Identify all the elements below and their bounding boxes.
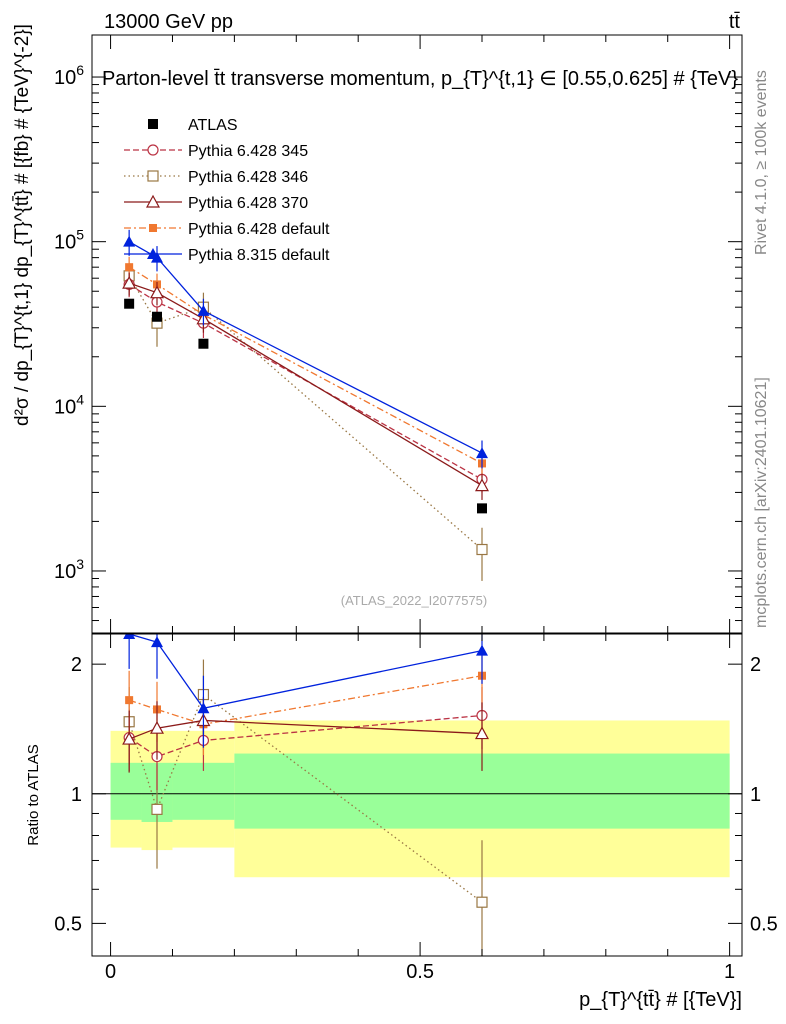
legend-label-pythia-8-315-default: Pythia 8.315 default bbox=[188, 247, 330, 264]
x-axis-label: p_{T}^{tt̄} # [{TeV}] bbox=[579, 989, 742, 1011]
legend-marker-pythia-6-428-default bbox=[149, 224, 157, 232]
ratio-line-pythia-6-428-346 bbox=[128, 693, 483, 903]
ratio-point-pythia-6-428-370 bbox=[474, 726, 490, 740]
ratio-point-pythia-6-428-default bbox=[125, 696, 134, 705]
legend-marker-pythia-6-428-370 bbox=[145, 194, 161, 208]
legend: ATLAS Pythia 6.428 345 Pythia 6.428 346 Pyt… bbox=[124, 117, 330, 264]
legend-marker-pythia-6-428-346 bbox=[147, 170, 159, 182]
x-tick-label: 0.5 bbox=[406, 961, 434, 983]
ratio-line-pythia-6-428-345 bbox=[128, 714, 483, 758]
main-point-pythia-6-428-370 bbox=[474, 478, 490, 492]
ratio-y-tick-label-right: 2 bbox=[750, 654, 761, 676]
ratio-y-axis-label: Ratio to ATLAS bbox=[25, 744, 42, 845]
main-point-atlas bbox=[152, 311, 162, 322]
ratio-point-pythia-8-315-default bbox=[476, 644, 488, 656]
main-point-atlas bbox=[124, 298, 135, 309]
main-data-layer bbox=[122, 229, 490, 581]
x-tick-labels: 0 0.5 1 bbox=[105, 961, 735, 983]
main-point-pythia-8-315-default bbox=[197, 304, 210, 316]
process-label: tt̄ bbox=[729, 11, 741, 33]
legend-label-pythia-6-428-370: Pythia 6.428 370 bbox=[188, 195, 308, 212]
ratio-line-pythia-6-428-370 bbox=[128, 719, 483, 740]
legend-marker-atlas bbox=[148, 119, 158, 129]
ratio-line-pythia-8-315-default bbox=[128, 634, 483, 709]
ratio-data-layer bbox=[122, 634, 490, 956]
ratio-point-pythia-8-315-default bbox=[197, 702, 210, 714]
main-point-pythia-6-428-370 bbox=[149, 285, 165, 299]
energy-label: 13000 GeV pp bbox=[104, 11, 233, 33]
main-point-pythia-8-315-default bbox=[476, 447, 488, 459]
x-tick-label: 1 bbox=[724, 961, 735, 983]
main-point-pythia-6-428-346 bbox=[476, 543, 488, 556]
main-line-pythia-8-315-default bbox=[128, 241, 483, 454]
main-y-tick-label: 105 bbox=[54, 227, 84, 254]
legend-label-pythia-6-428-345: Pythia 6.428 345 bbox=[188, 143, 308, 160]
main-y-tick-label: 104 bbox=[54, 391, 84, 418]
source-label: mcplots.cern.ch [arXiv:2401.10621] bbox=[753, 377, 770, 628]
legend-label-pythia-6-428-default: Pythia 6.428 default bbox=[188, 221, 330, 238]
main-y-axis-label: d²σ / dp_{T}^{t,1} dp_{T}^{tt̄} # [{fb} … bbox=[12, 24, 33, 426]
main-line-pythia-6-428-345 bbox=[128, 283, 483, 480]
ratio-y-tick-label-right: 1 bbox=[750, 784, 761, 806]
main-y-tick-label: 106 bbox=[54, 62, 84, 89]
legend-label-atlas: ATLAS bbox=[188, 117, 238, 134]
ratio-y-tick-label-left: 1 bbox=[71, 784, 82, 806]
ratio-point-pythia-8-315-default bbox=[151, 636, 163, 648]
ratio-line-pythia-6-428-default bbox=[128, 675, 483, 725]
analysis-watermark: (ATLAS_2022_I2077575) bbox=[341, 593, 487, 608]
ratio-y-tick-labels: 0.5 0.5 1 1 2 2 bbox=[54, 654, 778, 935]
main-point-pythia-8-315-default bbox=[123, 235, 136, 247]
ratio-point-pythia-6-428-346 bbox=[476, 896, 488, 908]
main-line-pythia-6-428-346 bbox=[128, 275, 483, 551]
rivet-label: Rivet 4.1.0, ≥ 100k events bbox=[753, 70, 770, 255]
main-point-pythia-6-428-default bbox=[125, 263, 134, 272]
main-frame bbox=[91, 34, 743, 634]
chart-title: Parton-level t̄t transverse momentum, p_… bbox=[102, 68, 738, 90]
ratio-point-pythia-6-428-370 bbox=[122, 731, 137, 745]
ratio-point-pythia-6-428-346 bbox=[151, 803, 163, 815]
legend-label-pythia-6-428-346: Pythia 6.428 346 bbox=[188, 169, 308, 186]
main-line-pythia-6-428-default bbox=[128, 266, 483, 464]
ratio-frame bbox=[91, 633, 743, 957]
ratio-axis-ticks bbox=[92, 634, 742, 956]
ratio-stat-band bbox=[172, 762, 235, 820]
main-y-tick-label: 103 bbox=[54, 556, 84, 583]
main-y-tick-labels: 103 104 105 106 bbox=[54, 62, 84, 583]
legend-marker-pythia-8-315-default bbox=[147, 248, 159, 259]
main-point-atlas bbox=[198, 338, 209, 349]
x-tick-label: 0 bbox=[105, 961, 116, 983]
ratio-uncertainty-bands bbox=[110, 720, 730, 878]
legend-marker-pythia-6-428-345 bbox=[147, 144, 159, 156]
ratio-y-tick-label-right: 0.5 bbox=[750, 913, 778, 935]
main-axis-ticks bbox=[92, 35, 742, 633]
main-line-pythia-6-428-370 bbox=[128, 282, 483, 487]
ratio-point-pythia-6-428-370 bbox=[149, 720, 165, 734]
ratio-point-pythia-8-315-default bbox=[123, 634, 136, 639]
ratio-y-tick-label-left: 2 bbox=[71, 654, 82, 676]
main-point-pythia-6-428-370 bbox=[122, 275, 137, 289]
ratio-stat-band bbox=[110, 762, 142, 820]
main-point-atlas bbox=[477, 503, 487, 514]
ratio-y-tick-label-left: 0.5 bbox=[54, 913, 82, 935]
